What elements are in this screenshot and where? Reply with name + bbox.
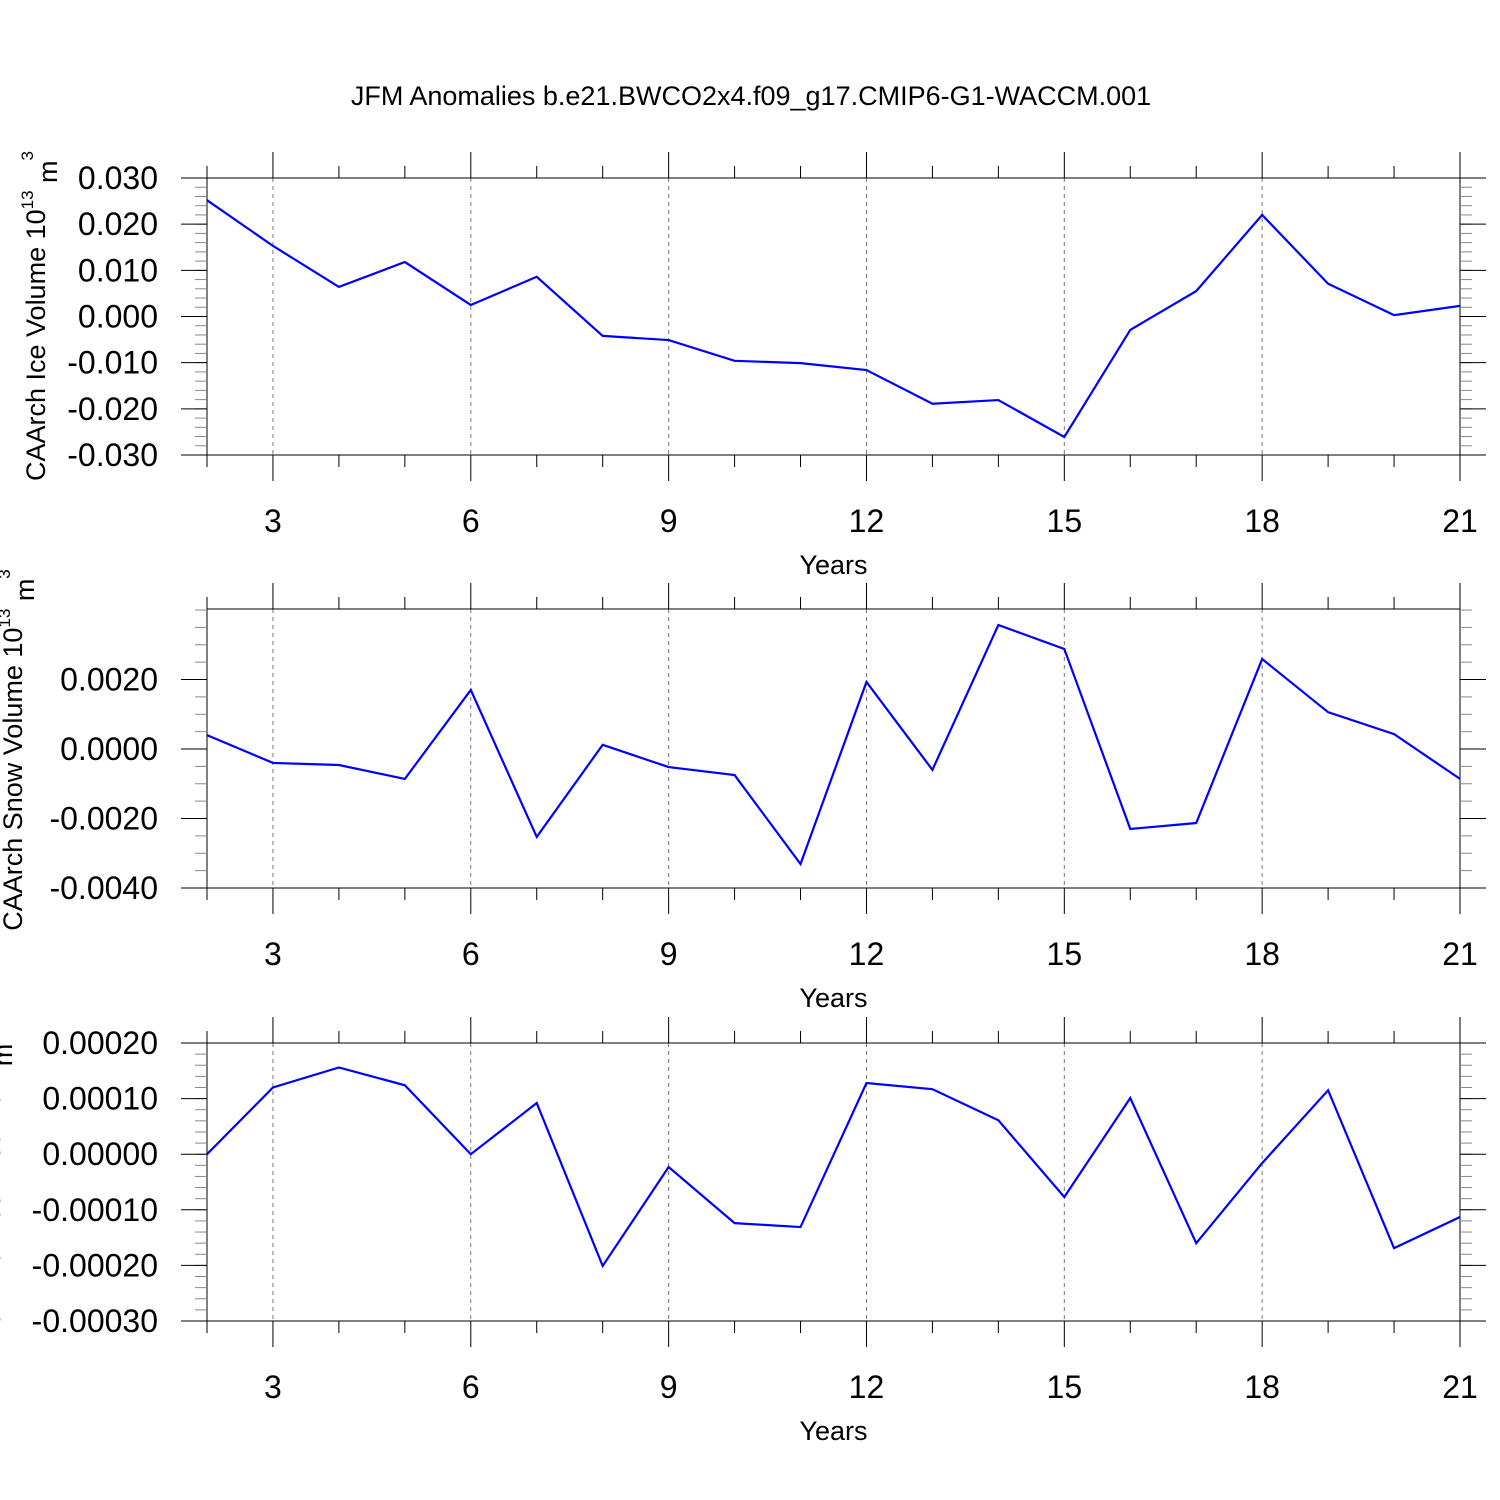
y-tick-label: -0.00020 <box>32 1247 158 1283</box>
x-tick-label: 15 <box>1047 1369 1083 1405</box>
y-axis-label: CAArch Ice Volume 1013 m3 <box>18 151 63 481</box>
y-tick-label: -0.0040 <box>49 870 158 906</box>
x-axis-label: Years <box>799 1416 867 1446</box>
x-tick-label: 3 <box>264 1369 282 1405</box>
series-line <box>206 623 1461 867</box>
x-tick-label: 6 <box>462 503 480 539</box>
x-tick-label: 21 <box>1442 503 1478 539</box>
x-tick-label: 21 <box>1442 936 1478 972</box>
y-tick-label: 0.00020 <box>42 1025 158 1061</box>
x-axis-label: Years <box>799 550 867 580</box>
panel-2: 3 6 9 12 15 18 21 -0.0040 -0.0020 0.0000 0.0020 Yea… <box>0 569 1486 1013</box>
y-axis-label-part: 3 <box>0 569 14 578</box>
y-tick-label: -0.030 <box>67 437 158 473</box>
y-tick-label: -0.010 <box>67 345 158 381</box>
panel-3: 3 6 9 12 15 18 21 -0.00030 -0.00020 -0.00010 0.000… <box>0 1017 1486 1446</box>
x-tick-label: 18 <box>1244 1369 1280 1405</box>
x-tick-label: 21 <box>1442 1369 1478 1405</box>
plot-frame <box>206 608 1461 889</box>
y-tick-label: 0.00000 <box>42 1136 158 1172</box>
y-axis-label-part: 13 <box>18 190 37 209</box>
y-tick-label: -0.020 <box>67 391 158 427</box>
y-axis-label: CAArch Snow Volume 1013 m3 <box>0 569 40 931</box>
panel-1: 3 6 9 12 15 18 21 -0.030 -0.020 -0.010 0.000 0.010 0… <box>18 151 1486 580</box>
y-tick-label: 0.00010 <box>42 1081 158 1117</box>
series-line <box>206 1066 1461 1269</box>
y-axis-label-part: CAArch Ice Volume 10 <box>21 209 51 481</box>
plot-frame <box>206 1042 1461 1322</box>
x-tick-label: 9 <box>660 1369 678 1405</box>
y-axis-label-part: m <box>10 579 40 609</box>
chart-title: JFM Anomalies b.e21.BWCO2x4.f09_g17.CMIP… <box>351 81 1151 111</box>
y-tick-label: 0.010 <box>78 252 158 288</box>
x-tick-label: 9 <box>660 936 678 972</box>
y-axis-label-part: CAArch Ice Area 10 <box>0 1093 6 1330</box>
y-tick-label: -0.00030 <box>32 1303 158 1339</box>
y-tick-label: -0.00010 <box>32 1192 158 1228</box>
x-tick-label: 18 <box>1244 936 1280 972</box>
x-tick-label: 15 <box>1047 936 1083 972</box>
y-axis-label-part: 13 <box>0 609 14 628</box>
x-tick-label: 3 <box>264 503 282 539</box>
x-tick-label: 18 <box>1244 503 1280 539</box>
y-tick-label: -0.0020 <box>49 801 158 837</box>
x-tick-label: 12 <box>849 936 885 972</box>
y-tick-label: 0.0020 <box>60 662 158 698</box>
x-tick-label: 3 <box>264 936 282 972</box>
x-tick-label: 9 <box>660 503 678 539</box>
x-tick-label: 6 <box>462 936 480 972</box>
y-axis-label-part: m <box>0 1044 18 1074</box>
x-axis-label: Years <box>799 983 867 1013</box>
series-line <box>206 199 1461 439</box>
y-tick-label: 0.030 <box>78 160 158 196</box>
x-tick-label: 15 <box>1047 503 1083 539</box>
y-axis-label-part: m <box>33 160 63 190</box>
y-tick-label: 0.020 <box>78 206 158 242</box>
x-tick-label: 12 <box>849 503 885 539</box>
x-tick-label: 12 <box>849 1369 885 1405</box>
y-axis-label: CAArch Ice Area 1013 m2 <box>0 1034 18 1330</box>
x-tick-label: 6 <box>462 1369 480 1405</box>
plot-frame <box>206 177 1461 456</box>
y-tick-label: 0.0000 <box>60 731 158 767</box>
y-axis-label-part: CAArch Snow Volume 10 <box>0 628 28 931</box>
y-tick-label: 0.000 <box>78 299 158 335</box>
y-axis-label-part: 3 <box>18 151 37 160</box>
